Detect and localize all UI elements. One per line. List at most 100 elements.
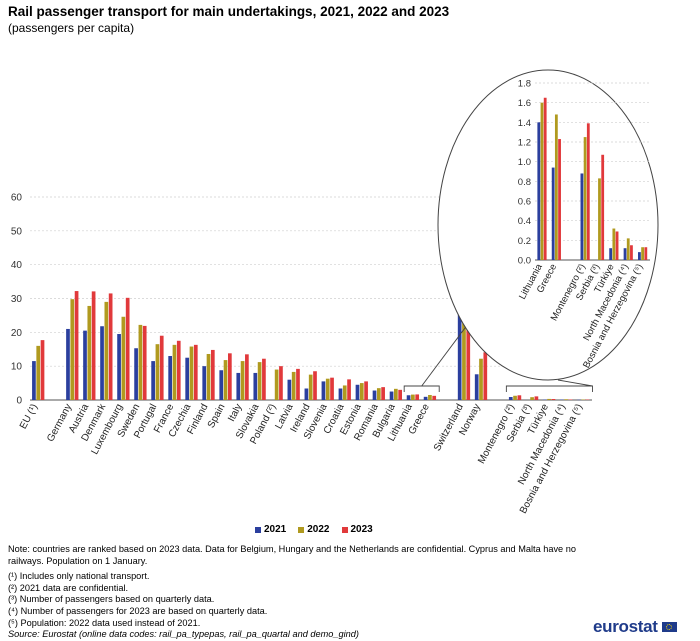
bar-t-rkiye-2022 <box>547 399 551 400</box>
y-tick-label: 30 <box>11 294 23 305</box>
bar-estonia-2021 <box>356 385 360 400</box>
inset-y-tick-label: 0.4 <box>518 216 531 227</box>
inset-bar-montenegro-2021 <box>581 173 584 260</box>
bar-czechia-2021 <box>185 358 189 400</box>
inset-y-tick-label: 1.6 <box>518 98 531 109</box>
bar-austria-2021 <box>83 331 87 400</box>
bar-slovakia-2021 <box>253 373 257 400</box>
inset-bar-north-macedonia-2022 <box>627 238 630 260</box>
y-tick-label: 60 <box>11 193 23 204</box>
footnote-3: (³) Number of passengers based on quarte… <box>8 594 608 606</box>
legend-swatch-2023 <box>342 527 348 533</box>
inset-bar-greece-2023 <box>558 139 561 260</box>
bar-lithuania-2022 <box>411 395 415 400</box>
bar-norway-2022 <box>479 359 483 400</box>
bar-serbia-2022 <box>530 397 534 400</box>
bar-bulgaria-2021 <box>390 392 394 400</box>
y-tick-label: 50 <box>11 226 23 237</box>
legend-swatch-2022 <box>298 527 304 533</box>
bar-lithuania-2021 <box>407 395 411 400</box>
bar-croatia-2023 <box>347 379 351 400</box>
bar-greece-2023 <box>432 396 436 400</box>
footnote-2: (²) 2021 data are confidential. <box>8 583 608 595</box>
footnote-5: (⁵) Population: 2022 data used instead o… <box>8 618 608 630</box>
bar-estonia-2022 <box>360 383 364 400</box>
bar-luxembourg-2021 <box>117 334 121 400</box>
inset-ellipse <box>438 70 658 380</box>
bar-bulgaria-2022 <box>394 389 398 400</box>
bar-t-rkiye-2023 <box>552 399 556 400</box>
inset-bar-bosnia-and-herzegovina-2021 <box>638 252 641 260</box>
bar-austria-2023 <box>92 291 96 400</box>
y-tick-label: 10 <box>11 362 23 373</box>
bar-croatia-2021 <box>339 389 343 401</box>
inset-y-tick-label: 0.8 <box>518 177 531 188</box>
bar-denmark-2021 <box>100 326 104 400</box>
bar-italy-2022 <box>241 361 245 400</box>
bar-sweden-2023 <box>143 326 147 400</box>
bar-romania-2021 <box>373 391 377 400</box>
eurostat-logo-text: eurostat <box>593 617 658 637</box>
bar-portugal-2021 <box>151 361 155 400</box>
eurostat-logo: eurostat <box>593 617 677 637</box>
bar-latvia-2022 <box>292 372 296 400</box>
bar-montenegro-2023 <box>518 395 522 400</box>
bar-spain-2023 <box>228 353 232 400</box>
bar-croatia-2022 <box>343 385 347 400</box>
bar-north-macedonia-2023 <box>569 399 573 400</box>
bar-sweden-2022 <box>139 325 143 400</box>
inset-bar-lithuania-2023 <box>544 98 547 260</box>
inset-connector-right <box>558 380 592 386</box>
y-tick-label: 40 <box>11 260 23 271</box>
bar-austria-2022 <box>87 306 91 400</box>
bar-slovenia-2022 <box>326 379 330 400</box>
bar-slovakia-2023 <box>262 359 266 400</box>
bar-eu-2021 <box>32 361 36 400</box>
bar-france-2023 <box>177 341 181 400</box>
legend-label-2021: 2021 <box>264 524 286 535</box>
bar-ireland-2023 <box>313 371 317 400</box>
chart-legend: 2021 2022 2023 <box>255 524 373 535</box>
bar-ireland-2021 <box>305 389 309 401</box>
bar-poland-2023 <box>279 366 283 400</box>
bar-romania-2023 <box>381 387 385 400</box>
bar-greece-2022 <box>428 395 432 400</box>
bar-montenegro-2021 <box>509 397 513 400</box>
inset-y-tick-label: 1.4 <box>518 118 531 129</box>
bar-germany-2022 <box>70 299 74 400</box>
bar-germany-2021 <box>66 329 70 400</box>
bar-sweden-2021 <box>134 348 138 400</box>
bar-montenegro-2022 <box>513 396 517 400</box>
footnote-4: (⁴) Number of passengers for 2023 are ba… <box>8 606 608 618</box>
bar-poland-2022 <box>275 370 279 400</box>
inset-bracket <box>506 386 592 392</box>
bar-luxembourg-2023 <box>126 298 130 400</box>
bar-italy-2023 <box>245 354 249 400</box>
bar-lithuania-2023 <box>415 394 419 400</box>
bar-norway-2023 <box>483 352 487 400</box>
x-tick-label: Spain <box>206 402 228 430</box>
bar-latvia-2021 <box>288 380 292 400</box>
inset-y-tick-label: 0.6 <box>518 197 531 208</box>
footnote-1: (¹) Includes only national transport. <box>8 571 608 583</box>
bar-ireland-2022 <box>309 375 313 400</box>
inset-y-tick-label: 0.2 <box>518 236 531 247</box>
bar-slovakia-2022 <box>258 362 262 400</box>
inset-bar-greece-2022 <box>555 114 558 260</box>
bar-luxembourg-2022 <box>122 317 126 400</box>
bar-north-macedonia-2022 <box>564 399 568 400</box>
bar-czechia-2023 <box>194 345 198 400</box>
inset-bar-lithuania-2021 <box>537 122 540 260</box>
legend-label-2023: 2023 <box>351 524 373 535</box>
bar-eu-2023 <box>41 340 45 400</box>
bar-latvia-2023 <box>296 369 300 400</box>
bar-romania-2022 <box>377 388 381 400</box>
bar-france-2022 <box>173 345 177 400</box>
bar-estonia-2023 <box>364 381 368 400</box>
inset-bar-t-rkiye-2023 <box>616 231 619 260</box>
x-tick-label: EU (¹) <box>18 402 40 431</box>
bar-finland-2021 <box>202 366 206 400</box>
legend-item-2021: 2021 <box>255 524 286 535</box>
source-note: Source: Eurostat (online data codes: rai… <box>8 629 608 641</box>
legend-item-2022: 2022 <box>298 524 329 535</box>
